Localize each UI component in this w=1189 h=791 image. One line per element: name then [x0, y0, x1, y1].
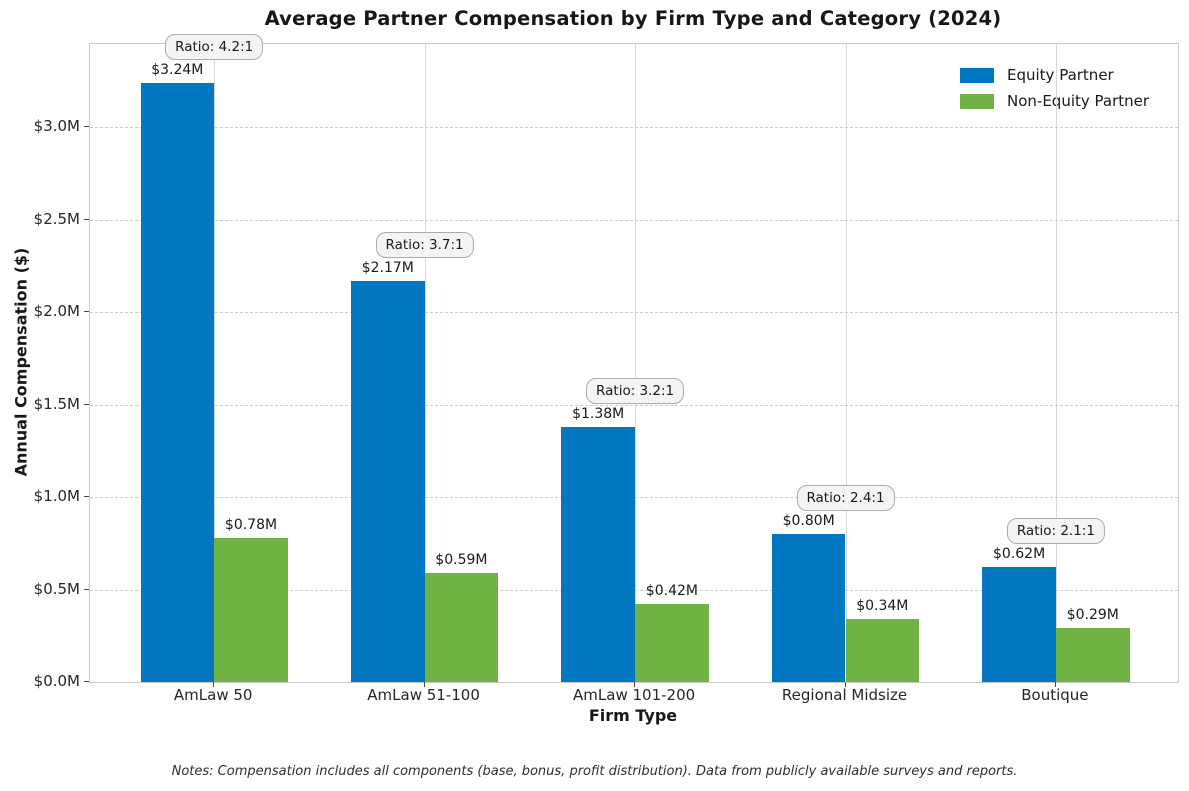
gridline-horizontal: [90, 312, 1178, 314]
y-tick-mark: [84, 311, 89, 313]
non-equity-bar: [1055, 628, 1130, 682]
ratio-badge: Ratio: 4.2:1: [165, 33, 264, 60]
y-tick-label: $1.5M: [33, 394, 80, 413]
x-tick-label: Boutique: [1021, 686, 1089, 704]
equity-bar-value-label: $1.38M: [572, 405, 625, 422]
equity-bar: [351, 280, 425, 682]
equity-bar: [140, 82, 215, 682]
non-equity-bar-value-label: $0.34M: [856, 598, 909, 615]
y-tick-label: $2.0M: [33, 302, 80, 321]
non-equity-bar-value-label: $0.59M: [435, 551, 488, 568]
equity-bar-value-label: $0.80M: [782, 513, 835, 530]
x-tick-mark: [423, 682, 425, 687]
x-axis-label: Firm Type: [588, 706, 678, 725]
equity-bar: [982, 567, 1056, 682]
y-tick-label: $0.5M: [33, 579, 80, 598]
legend-swatch-non-equity-partner-icon: [960, 93, 994, 109]
gridline-horizontal: [90, 404, 1178, 406]
y-tick-mark: [84, 403, 89, 405]
non-equity-bar: [214, 537, 288, 682]
x-tick-mark: [634, 682, 636, 687]
legend-item-equity-partner: Equity Partner: [960, 62, 1149, 88]
y-tick-mark: [84, 218, 89, 220]
x-tick-label: AmLaw 50: [173, 686, 253, 704]
y-tick-label: $3.0M: [33, 117, 80, 136]
equity-bar: [561, 426, 636, 682]
chart-title: Average Partner Compensation by Firm Typ…: [264, 7, 1002, 30]
legend: Equity Partner Non-Equity Partner: [960, 62, 1149, 114]
gridline-vertical: [635, 44, 637, 682]
y-tick-mark: [84, 681, 89, 682]
gridline-vertical: [424, 44, 426, 682]
x-tick-label: Regional Midsize: [781, 686, 908, 704]
y-axis-label: Annual Compensation ($): [11, 247, 31, 477]
equity-bar-value-label: $2.17M: [361, 259, 414, 276]
x-tick-mark: [213, 682, 215, 687]
gridline-horizontal: [90, 219, 1178, 221]
ratio-badge: Ratio: 3.2:1: [586, 377, 685, 404]
y-tick-mark: [84, 126, 89, 128]
ratio-badge: Ratio: 2.1:1: [1006, 518, 1105, 545]
ratio-badge: Ratio: 3.7:1: [375, 231, 474, 258]
equity-bar-value-label: $0.62M: [993, 546, 1046, 563]
non-equity-bar-value-label: $0.29M: [1066, 607, 1119, 624]
equity-bar: [771, 534, 846, 682]
gridline-vertical: [214, 44, 216, 682]
footnote: Notes: Compensation includes all compone…: [171, 764, 1018, 779]
x-tick-label: AmLaw 51-100: [367, 686, 480, 704]
x-tick-mark: [1054, 682, 1056, 687]
legend-item-non-equity-partner: Non-Equity Partner: [960, 88, 1149, 114]
ratio-badge: Ratio: 2.4:1: [796, 485, 895, 512]
y-tick-label: $0.0M: [33, 672, 80, 690]
gridline-vertical: [1055, 44, 1057, 682]
non-equity-bar: [845, 619, 920, 682]
legend-label-equity-partner: Equity Partner: [1007, 66, 1114, 84]
non-equity-bar: [424, 572, 499, 682]
y-tick-mark: [84, 588, 89, 590]
equity-bar-value-label: $3.24M: [151, 61, 204, 78]
x-tick-label: AmLaw 101-200: [573, 686, 696, 704]
non-equity-bar-value-label: $0.42M: [645, 583, 698, 600]
x-tick-mark: [844, 682, 846, 687]
non-equity-bar-value-label: $0.78M: [224, 516, 278, 533]
legend-swatch-equity-partner-icon: [960, 67, 994, 83]
gridline-vertical: [845, 44, 847, 682]
y-tick-mark: [84, 496, 89, 498]
gridline-horizontal: [90, 127, 1178, 129]
y-tick-label: $2.5M: [33, 209, 80, 228]
legend-label-non-equity-partner: Non-Equity Partner: [1007, 92, 1150, 110]
y-tick-label: $1.0M: [33, 487, 80, 506]
non-equity-bar: [635, 604, 709, 682]
plot-area: Equity Partner Non-Equity Partner $3.24M…: [89, 33, 1179, 683]
